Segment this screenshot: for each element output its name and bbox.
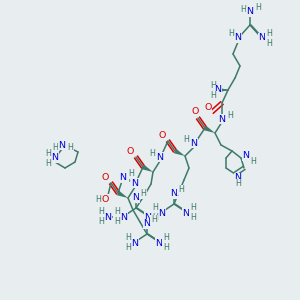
Text: N: N [58, 140, 65, 149]
Text: H: H [52, 143, 58, 152]
Text: H: H [163, 233, 169, 242]
Text: H: H [151, 215, 157, 224]
Text: H: H [178, 185, 184, 194]
Text: H: H [125, 244, 131, 253]
Text: N: N [133, 194, 140, 202]
Text: H: H [240, 5, 246, 14]
Text: N: N [242, 152, 250, 160]
Polygon shape [174, 149, 185, 156]
Text: H: H [152, 214, 158, 223]
Polygon shape [204, 126, 215, 133]
Text: N: N [119, 173, 127, 182]
Text: H: H [255, 4, 261, 13]
Text: O: O [204, 103, 212, 112]
Text: H: H [128, 169, 134, 178]
Text: O: O [126, 148, 134, 157]
Polygon shape [142, 165, 153, 172]
Text: H: H [67, 143, 73, 152]
Text: N: N [143, 220, 151, 229]
Text: N: N [131, 238, 139, 247]
Text: H: H [163, 244, 169, 253]
Text: H: H [266, 28, 272, 38]
Text: H: H [98, 208, 104, 217]
Text: H: H [235, 179, 241, 188]
Text: H: H [45, 158, 51, 167]
Text: H: H [227, 110, 233, 119]
Text: N: N [214, 85, 221, 94]
Text: H: H [250, 158, 256, 166]
Text: N: N [104, 212, 112, 221]
Text: H: H [183, 134, 189, 143]
Text: H: H [45, 148, 51, 158]
Text: O: O [101, 194, 109, 203]
Text: N: N [157, 152, 164, 161]
Text: N: N [121, 212, 128, 221]
Text: N: N [235, 173, 242, 182]
Text: N: N [247, 8, 254, 16]
Text: N: N [235, 34, 242, 43]
Text: H: H [210, 92, 216, 100]
Text: H: H [210, 80, 216, 89]
Text: N: N [155, 238, 163, 247]
Text: H: H [190, 203, 196, 212]
Text: H: H [114, 208, 120, 217]
Text: H: H [228, 28, 234, 38]
Text: O: O [158, 131, 166, 140]
Text: N: N [190, 139, 197, 148]
Text: N: N [182, 208, 190, 217]
Text: O: O [191, 107, 199, 116]
Text: N: N [131, 178, 139, 188]
Text: N: N [158, 208, 166, 217]
Text: H: H [140, 190, 146, 199]
Text: H: H [95, 194, 101, 203]
Text: N: N [52, 154, 58, 163]
Text: H: H [114, 218, 120, 226]
Polygon shape [218, 88, 228, 92]
Text: H: H [124, 175, 130, 184]
Text: H: H [149, 148, 155, 158]
Polygon shape [117, 191, 128, 198]
Text: H: H [125, 233, 131, 242]
Text: H: H [98, 218, 104, 226]
Text: H: H [190, 214, 196, 223]
Text: H: H [152, 203, 158, 212]
Text: N: N [259, 34, 266, 43]
Text: H: H [266, 38, 272, 47]
Text: N: N [145, 212, 152, 221]
Text: O: O [101, 173, 109, 182]
Text: N: N [218, 115, 226, 124]
Text: N: N [170, 190, 178, 199]
